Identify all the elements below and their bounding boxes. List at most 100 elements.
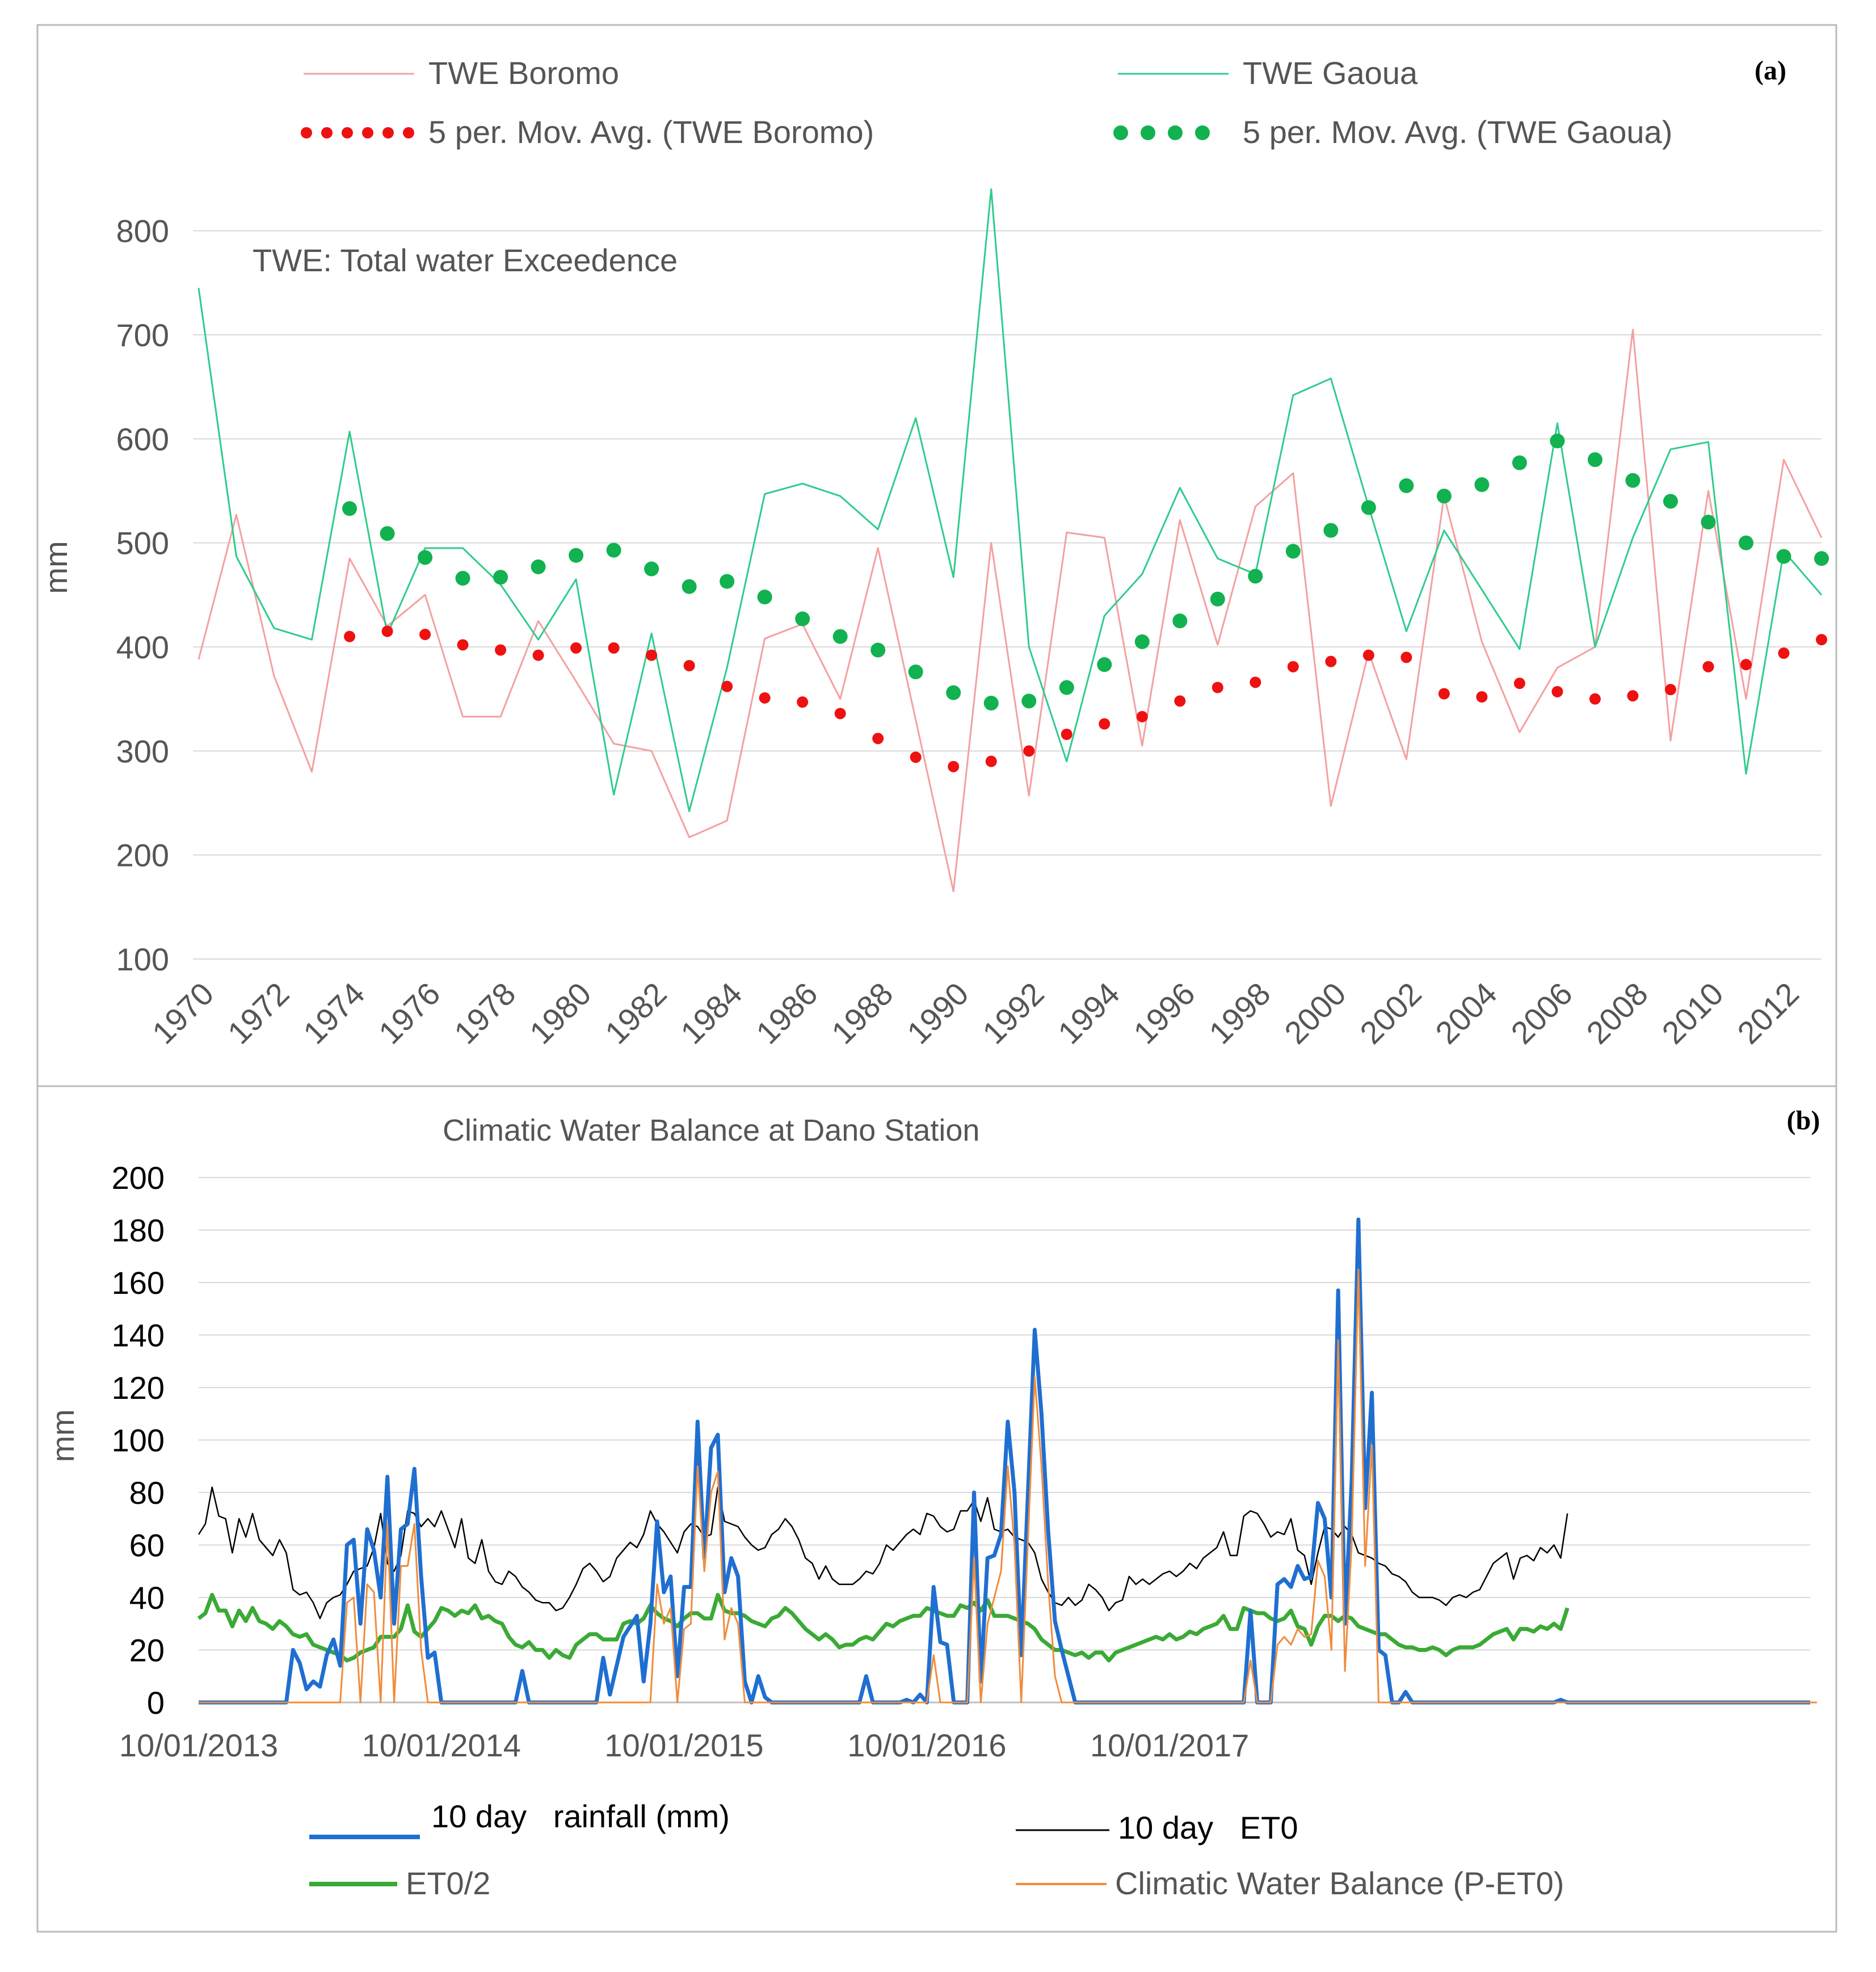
point-5-per-mov-avg-twe-gaoua — [1361, 500, 1376, 515]
point-5-per-mov-avg-twe-boromo — [1174, 695, 1186, 707]
panel-a-x-tick-label: 1970 — [145, 976, 221, 1051]
panel-a-x-tick-label: 2004 — [1428, 976, 1504, 1051]
panel-b-frame — [36, 1085, 1837, 1933]
point-5-per-mov-avg-twe-boromo — [910, 751, 922, 763]
point-5-per-mov-avg-twe-boromo — [872, 733, 884, 745]
panel-b-title: Climatic Water Balance at Dano Station — [443, 1113, 979, 1147]
point-5-per-mov-avg-twe-gaoua — [682, 579, 697, 594]
legend-dot — [1168, 125, 1183, 140]
panel-a-x-tick-label: 2012 — [1730, 976, 1806, 1051]
point-5-per-mov-avg-twe-boromo — [1061, 729, 1072, 740]
legend-label-twe-boromo: TWE Boromo — [428, 55, 619, 91]
point-5-per-mov-avg-twe-gaoua — [418, 550, 433, 565]
panel-b-x-tick-label: 10/01/2014 — [362, 1727, 521, 1763]
point-5-per-mov-avg-twe-gaoua — [1663, 494, 1678, 509]
panel-a-x-tick-label: 1976 — [372, 976, 447, 1051]
panel-b-y-ticks: 0 20 40 60 80 100 120 140 160 180 200 — [112, 1160, 165, 1721]
panel-a-y-axis-label: mm — [38, 541, 74, 594]
legend-label-et0: 10 day ET0 — [1118, 1810, 1298, 1845]
series-line-10-day-et0 — [197, 1486, 1568, 1620]
point-5-per-mov-avg-twe-boromo — [1362, 649, 1374, 661]
legend-dot — [342, 127, 353, 138]
point-5-per-mov-avg-twe-gaoua — [1512, 455, 1527, 470]
point-5-per-mov-avg-twe-boromo — [834, 708, 846, 720]
point-5-per-mov-avg-twe-boromo — [381, 625, 393, 637]
point-5-per-mov-avg-twe-boromo — [683, 660, 695, 671]
point-5-per-mov-avg-twe-gaoua — [946, 685, 961, 700]
point-5-per-mov-avg-twe-boromo — [1400, 651, 1412, 663]
panel-b-label: (b) — [1787, 1105, 1820, 1136]
panel-a-x-tick-label: 2002 — [1353, 976, 1428, 1051]
panel-a-x-tick-label: 1992 — [975, 976, 1051, 1051]
panel-a-x-ticks: 1970 1972 1974 1976 1978 1980 1982 1984 1986 1988… — [145, 976, 1806, 1051]
legend-dot — [1195, 125, 1210, 140]
point-5-per-mov-avg-twe-gaoua — [1285, 544, 1301, 559]
legend-label-mov-avg-gaoua: 5 per. Mov. Avg. (TWE Gaoua) — [1243, 114, 1672, 150]
point-5-per-mov-avg-twe-gaoua — [1210, 591, 1225, 607]
point-5-per-mov-avg-twe-gaoua — [832, 629, 848, 644]
panel-a-x-tick-label: 1986 — [749, 976, 825, 1051]
panel-b-y-tick-label: 140 — [112, 1318, 165, 1353]
point-5-per-mov-avg-twe-gaoua — [1097, 657, 1112, 672]
series-line-10-day-rainfall-mm — [199, 1217, 1810, 1705]
series-line-climatic-water-balance-p-et0 — [199, 1268, 1817, 1704]
legend-dot — [321, 127, 333, 138]
legend-dot — [301, 127, 312, 138]
legend-dot — [403, 127, 414, 138]
point-5-per-mov-avg-twe-gaoua — [644, 561, 659, 577]
point-5-per-mov-avg-twe-gaoua — [1814, 551, 1829, 566]
point-5-per-mov-avg-twe-gaoua — [455, 571, 470, 586]
point-5-per-mov-avg-twe-boromo — [344, 630, 356, 642]
series-line-et0-2 — [197, 1592, 1570, 1663]
panel-a-y-tick-label: 800 — [116, 213, 169, 249]
point-5-per-mov-avg-twe-boromo — [985, 755, 997, 767]
panel-a-x-tick-label: 1980 — [523, 976, 598, 1051]
point-5-per-mov-avg-twe-boromo — [1136, 710, 1148, 722]
panel-a-x-tick-label: 1978 — [447, 976, 523, 1051]
legend-dot — [1113, 125, 1128, 140]
point-5-per-mov-avg-twe-gaoua — [795, 611, 810, 627]
point-5-per-mov-avg-twe-gaoua — [1021, 693, 1037, 709]
legend-label-et0-half: ET0/2 — [406, 1865, 490, 1901]
legend-label-rainfall: 10 day rainfall (mm) — [431, 1798, 730, 1834]
panel-a-legend: TWE Boromo TWE Gaoua 5 per. Mov. Avg. (T… — [301, 55, 1672, 150]
panel-a-x-tick-label: 1984 — [674, 976, 749, 1051]
point-5-per-mov-avg-twe-gaoua — [493, 570, 508, 585]
panel-a-gridlines — [193, 230, 1822, 960]
point-5-per-mov-avg-twe-gaoua — [1059, 680, 1074, 695]
legend-label-twe-gaoua: TWE Gaoua — [1243, 55, 1418, 91]
point-5-per-mov-avg-twe-gaoua — [1474, 477, 1490, 492]
panel-a-y-tick-label: 300 — [116, 733, 169, 769]
point-5-per-mov-avg-twe-gaoua — [1134, 634, 1150, 649]
point-5-per-mov-avg-twe-gaoua — [1436, 489, 1452, 504]
panel-b-y-tick-label: 40 — [129, 1580, 165, 1616]
point-5-per-mov-avg-twe-gaoua — [1738, 535, 1753, 550]
panel-a-x-tick-label: 1974 — [296, 976, 372, 1051]
point-5-per-mov-avg-twe-gaoua — [1550, 434, 1565, 448]
point-5-per-mov-avg-twe-boromo — [532, 649, 544, 661]
panel-a-x-tick-label: 1996 — [1126, 976, 1202, 1051]
panel-b-y-tick-label: 80 — [129, 1475, 165, 1511]
panel-a-y-tick-label: 400 — [116, 629, 169, 665]
legend-dot — [1141, 125, 1155, 140]
panel-a-label: (a) — [1755, 56, 1786, 86]
panel-a-x-tick-label: 1990 — [900, 976, 975, 1051]
point-5-per-mov-avg-twe-gaoua — [1587, 452, 1602, 467]
panel-a-frame — [36, 24, 1837, 1087]
panel-a-y-tick-label: 600 — [116, 421, 169, 457]
point-5-per-mov-avg-twe-gaoua — [1776, 549, 1791, 564]
point-5-per-mov-avg-twe-boromo — [1212, 682, 1223, 693]
point-5-per-mov-avg-twe-gaoua — [531, 559, 546, 574]
point-5-per-mov-avg-twe-boromo — [1438, 688, 1450, 700]
series-line-twe-gaoua — [197, 188, 1823, 813]
panel-a-x-tick-label: 1994 — [1051, 976, 1126, 1051]
panel-b-x-tick-label: 10/01/2013 — [119, 1727, 278, 1763]
panel-a-series — [197, 188, 1829, 893]
legend-label-mov-avg-boromo: 5 per. Mov. Avg. (TWE Boromo) — [428, 114, 874, 150]
panel-a-y-tick-label: 700 — [116, 317, 169, 353]
point-5-per-mov-avg-twe-boromo — [457, 639, 469, 651]
panel-b-x-ticks: 10/01/2013 10/01/2014 10/01/2015 10/01/2016… — [119, 1727, 1249, 1763]
panel-b-x-tick-label: 10/01/2017 — [1090, 1727, 1249, 1763]
point-5-per-mov-avg-twe-boromo — [797, 696, 809, 708]
panel-a-y-tick-label: 500 — [116, 525, 169, 561]
